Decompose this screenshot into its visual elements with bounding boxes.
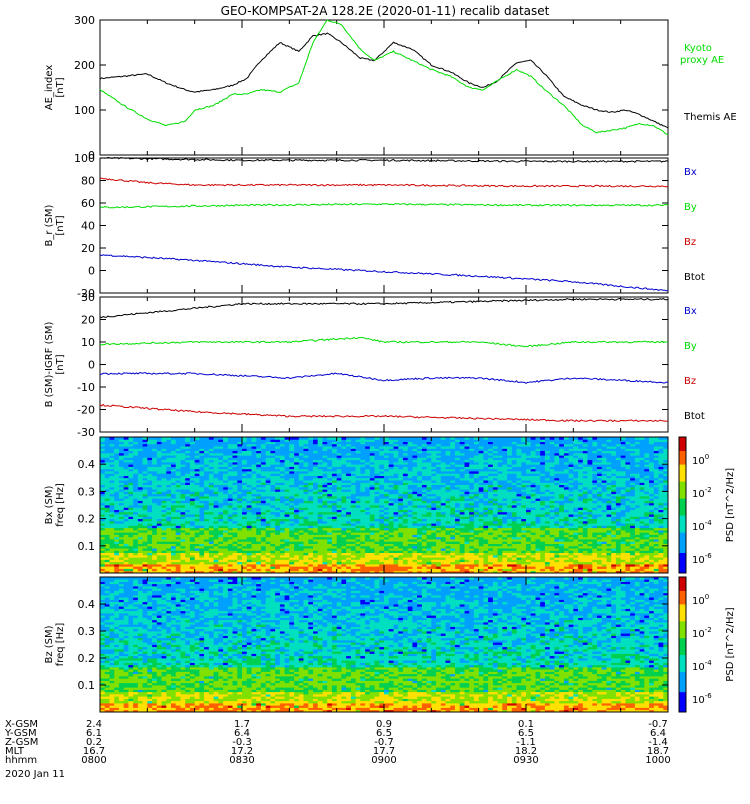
colorbar-tick-label: 10-2 — [692, 626, 712, 640]
series-line-btot — [100, 405, 668, 422]
legend-btot: Btot — [684, 272, 705, 283]
legend-by: By — [684, 341, 697, 352]
series-line-kyoto-proxy-ae — [100, 20, 668, 135]
y-tick-label: 0.4 — [78, 458, 96, 471]
legend-bx: Bx — [684, 167, 697, 178]
y-tick-label: 60 — [81, 197, 95, 210]
ephemeris-value: 1000 — [645, 755, 670, 766]
colorbar: 100 10-2 10-4 10-6 PSD [nT^2/Hz] — [679, 577, 736, 712]
y-axis-label: freq [Hz] — [55, 623, 66, 667]
ephemeris-label: hhmm — [5, 755, 37, 766]
colorbar-tick-label: 10-2 — [692, 486, 712, 500]
legend-themis: Themis AE — [683, 112, 737, 123]
ephemeris-date: 2020 Jan 11 — [5, 769, 65, 780]
y-tick-label: 20 — [81, 314, 95, 327]
colorbar-tick-label: 10-4 — [692, 519, 712, 533]
panel-frame — [100, 158, 668, 293]
ephemeris-value: 0900 — [371, 755, 396, 766]
y-axis-label: [nT] — [55, 354, 66, 374]
y-axis-label: Bx (SM) — [44, 486, 55, 525]
y-tick-label: 0 — [88, 359, 95, 372]
panel-3: -30 -20 -10 0 10 20 30 B (SM)-IGRF (SM)[nT] Bx By… — [44, 291, 705, 439]
series-line-bz — [100, 373, 668, 384]
y-tick-label: -10 — [77, 381, 95, 394]
colorbar-tick-label: 10-4 — [692, 659, 712, 673]
colorbar-tick-label: 10-6 — [692, 692, 712, 706]
colorbar-tick-label: 10-6 — [692, 552, 712, 566]
colorbar-tick-label: 100 — [692, 593, 709, 607]
ephemeris-value: 0930 — [513, 755, 538, 766]
series-line-by — [100, 337, 668, 347]
legend-bz: Bz — [684, 376, 696, 387]
series-line-by — [100, 204, 668, 209]
y-axis-label: B (SM)-IGRF (SM) — [44, 322, 55, 408]
legend-kyoto: Kyoto — [684, 43, 712, 54]
legend-kyoto: proxy AE — [680, 55, 724, 66]
y-tick-label: 0.1 — [78, 540, 96, 553]
y-tick-label: 0.2 — [78, 513, 96, 526]
colorbar: 100 10-2 10-4 10-6 PSD [nT^2/Hz] — [679, 437, 736, 573]
y-tick-label: 200 — [74, 59, 95, 72]
y-tick-label: 40 — [81, 220, 95, 233]
legend-btot: Btot — [684, 411, 705, 422]
panel-frame — [100, 20, 668, 155]
y-tick-label: 20 — [81, 242, 95, 255]
y-tick-label: 0 — [88, 265, 95, 278]
series-line-bz — [100, 178, 668, 187]
y-tick-label: -20 — [77, 404, 95, 417]
y-tick-label: 0.3 — [78, 625, 96, 638]
legend-by: By — [684, 202, 697, 213]
y-axis-label: Bz (SM) — [44, 625, 55, 663]
y-tick-label: -30 — [77, 426, 95, 439]
ephemeris-value: 0800 — [81, 755, 106, 766]
y-tick-label: 10 — [81, 336, 95, 349]
panel-4: 100 10-2 10-4 10-6 PSD [nT^2/Hz] 0.1 0.2 0.3 0.4… — [44, 437, 736, 573]
y-axis-label: B_r (SM) — [44, 204, 55, 246]
spectrogram-cells — [100, 577, 668, 712]
y-tick-label: 0.1 — [78, 679, 96, 692]
y-axis-label: freq [Hz] — [55, 483, 66, 527]
y-tick-label: 100 — [74, 152, 95, 165]
series-line-themis-ae — [100, 33, 668, 128]
y-tick-label: 0.3 — [78, 485, 96, 498]
plot-title: GEO-KOMPSAT-2A 128.2E (2020-01-11) recal… — [221, 4, 550, 18]
y-tick-label: 0.4 — [78, 598, 96, 611]
colorbar-label: PSD [nT^2/Hz] — [725, 468, 736, 542]
panel-frame — [100, 297, 668, 432]
y-tick-label: 0.2 — [78, 652, 96, 665]
y-tick-label: 100 — [74, 104, 95, 117]
y-tick-label: 30 — [81, 291, 95, 304]
y-tick-label: 80 — [81, 175, 95, 188]
legend-bz: Bz — [684, 237, 696, 248]
colorbar-label: PSD [nT^2/Hz] — [725, 607, 736, 681]
ephemeris-value: 0830 — [229, 755, 254, 766]
spectrogram-cells — [100, 437, 668, 573]
y-tick-label: 300 — [74, 14, 95, 27]
legend-bx: Bx — [684, 306, 697, 317]
y-axis-label: AE_index — [44, 65, 55, 111]
panel-5: 100 10-2 10-4 10-6 PSD [nT^2/Hz] 0.1 0.2 0.3 0.4… — [44, 577, 736, 712]
y-axis-label: [nT] — [55, 77, 66, 97]
y-axis-label: [nT] — [55, 215, 66, 235]
colorbar-tick-label: 100 — [692, 453, 709, 467]
